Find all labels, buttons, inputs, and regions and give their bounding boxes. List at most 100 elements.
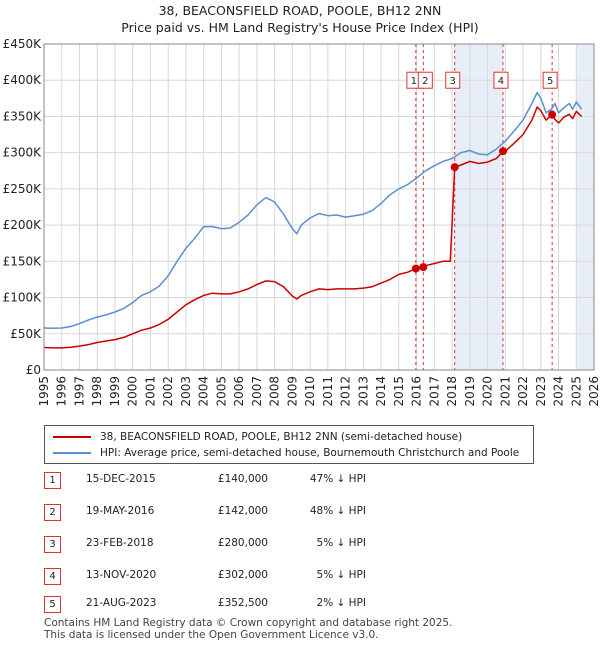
legend-label-hpi: HPI: Average price, semi-detached house,… xyxy=(100,447,520,459)
sale-point xyxy=(548,110,557,119)
x-tick-label: 2016 xyxy=(410,376,424,407)
x-tick-label: 2001 xyxy=(143,376,157,407)
x-tick-label: 2002 xyxy=(161,376,175,407)
sale-row: 1 15-DEC-2015 £140,000 47% ↓ HPI xyxy=(44,472,444,490)
x-tick-label: 1995 xyxy=(37,376,51,407)
x-tick-label: 1998 xyxy=(90,376,104,407)
sale-date: 19-MAY-2016 xyxy=(86,505,155,517)
sale-price: £140,000 xyxy=(217,473,268,485)
sale-point xyxy=(419,263,428,272)
property-price-line xyxy=(43,106,583,349)
sale-number-badge: 2 xyxy=(44,504,61,521)
plot-frame xyxy=(43,43,595,371)
sale-date: 15-DEC-2015 xyxy=(86,473,156,485)
sale-hpi-diff: 2% ↓ HPI xyxy=(316,597,366,609)
sale-date: 13-NOV-2020 xyxy=(86,569,157,581)
x-tick-label: 2024 xyxy=(552,376,566,407)
chart-subtitle: Price paid vs. HM Land Registry's House … xyxy=(121,20,479,35)
sale-hpi-diff: 5% ↓ HPI xyxy=(316,537,366,549)
sale-price: £302,000 xyxy=(217,569,268,581)
sale-hpi-diff: 48% ↓ HPI xyxy=(309,505,366,517)
sale-marker-box xyxy=(445,71,461,89)
series-lines xyxy=(43,91,583,349)
footer-copyright: Contains HM Land Registry data © Crown c… xyxy=(44,617,453,629)
y-tick-label: £300K xyxy=(3,146,43,160)
x-tick-label: 2012 xyxy=(339,376,353,407)
shaded-periods xyxy=(454,44,594,370)
sale-row: 2 19-MAY-2016 £142,000 48% ↓ HPI xyxy=(44,504,444,522)
x-tick-label: 2013 xyxy=(356,376,370,407)
sale-marker-box xyxy=(542,71,558,89)
footer: Contains HM Land Registry data © Crown c… xyxy=(44,617,453,641)
sale-marker-label: 2 xyxy=(422,76,428,87)
sale-number-badge: 4 xyxy=(44,568,61,585)
sale-marker-label: 5 xyxy=(547,76,553,87)
sale-marker-box xyxy=(417,71,433,89)
legend-swatch-property xyxy=(53,436,91,438)
x-tick-label: 2005 xyxy=(214,376,228,407)
x-tick-label: 2014 xyxy=(374,376,388,407)
y-tick-label: £350K xyxy=(3,109,43,123)
sale-marker-label: 3 xyxy=(450,76,456,87)
sale-point xyxy=(450,163,459,172)
y-tick-label: £200K xyxy=(3,218,43,232)
x-tick-label: 2026 xyxy=(587,376,600,407)
y-tick-label: £0 xyxy=(26,363,41,377)
grid-lines xyxy=(43,43,595,371)
legend-item-property: 38, BEACONSFIELD ROAD, POOLE, BH12 2NN (… xyxy=(53,429,462,445)
x-tick-label: 2017 xyxy=(427,376,441,407)
x-tick-label: 2011 xyxy=(321,376,335,407)
y-tick-label: £450K xyxy=(3,37,43,51)
sale-row: 5 21-AUG-2023 £352,500 2% ↓ HPI xyxy=(44,596,444,614)
hpi-line xyxy=(43,91,583,330)
sale-marker-box xyxy=(493,71,509,89)
sale-number-badge: 5 xyxy=(44,596,61,613)
x-tick-label: 2008 xyxy=(268,376,282,407)
sale-hpi-diff: 5% ↓ HPI xyxy=(316,569,366,581)
sale-date: 21-AUG-2023 xyxy=(86,597,157,609)
y-tick-label: £400K xyxy=(3,73,43,87)
y-tick-label: £100K xyxy=(3,291,43,305)
sale-marker-label: 1 xyxy=(411,76,417,87)
x-tick-label: 2022 xyxy=(516,376,530,407)
x-tick-label: 2018 xyxy=(445,376,459,407)
sale-point xyxy=(411,264,420,273)
x-tick-label: 2020 xyxy=(481,376,495,407)
footer-licence: This data is licensed under the Open Gov… xyxy=(44,628,379,641)
sale-number-badge: 3 xyxy=(44,536,61,553)
sale-price: £142,000 xyxy=(217,505,268,517)
sale-hpi-diff: 47% ↓ HPI xyxy=(309,473,366,485)
legend-item-hpi: HPI: Average price, semi-detached house,… xyxy=(53,445,519,461)
x-tick-label: 2010 xyxy=(303,376,317,407)
sale-marker-label: 4 xyxy=(498,76,504,87)
sale-marker-lines xyxy=(415,44,553,370)
x-tick-label: 1996 xyxy=(55,376,69,407)
x-tick-label: 2004 xyxy=(197,376,211,407)
sale-price: £280,000 xyxy=(217,537,268,549)
x-tick-label: 2007 xyxy=(250,376,264,407)
sale-row: 4 13-NOV-2020 £302,000 5% ↓ HPI xyxy=(44,568,444,586)
legend-swatch-hpi xyxy=(53,452,91,454)
chart-title: 38, BEACONSFIELD ROAD, POOLE, BH12 2NN xyxy=(158,3,442,18)
sale-price: £352,500 xyxy=(217,597,268,609)
x-tick-label: 2015 xyxy=(392,376,406,407)
sale-row: 3 23-FEB-2018 £280,000 5% ↓ HPI xyxy=(44,536,444,554)
sale-points xyxy=(411,110,557,273)
x-tick-label: 2019 xyxy=(463,376,477,407)
x-tick-label: 2025 xyxy=(569,376,583,407)
y-axis-ticks: £0 £50K £100K £150K £200K £250K £300K £350K £400… xyxy=(3,37,43,377)
x-tick-label: 2003 xyxy=(179,376,193,407)
x-tick-label: 2021 xyxy=(498,376,512,407)
y-tick-label: £250K xyxy=(3,182,43,196)
legend: 38, BEACONSFIELD ROAD, POOLE, BH12 2NN (… xyxy=(44,425,534,464)
x-tick-label: 2006 xyxy=(232,376,246,407)
y-tick-label: £150K xyxy=(3,254,43,268)
y-tick-label: £50K xyxy=(10,327,42,341)
x-tick-label: 1999 xyxy=(108,376,122,407)
shaded-period xyxy=(454,44,503,370)
chart-title-block: 38, BEACONSFIELD ROAD, POOLE, BH12 2NN P… xyxy=(0,2,600,36)
x-axis-ticks: 1995 1996 1997 1998 1999 2000 2001 2002 2003 2004… xyxy=(37,376,600,407)
sale-date: 23-FEB-2018 xyxy=(86,537,154,549)
